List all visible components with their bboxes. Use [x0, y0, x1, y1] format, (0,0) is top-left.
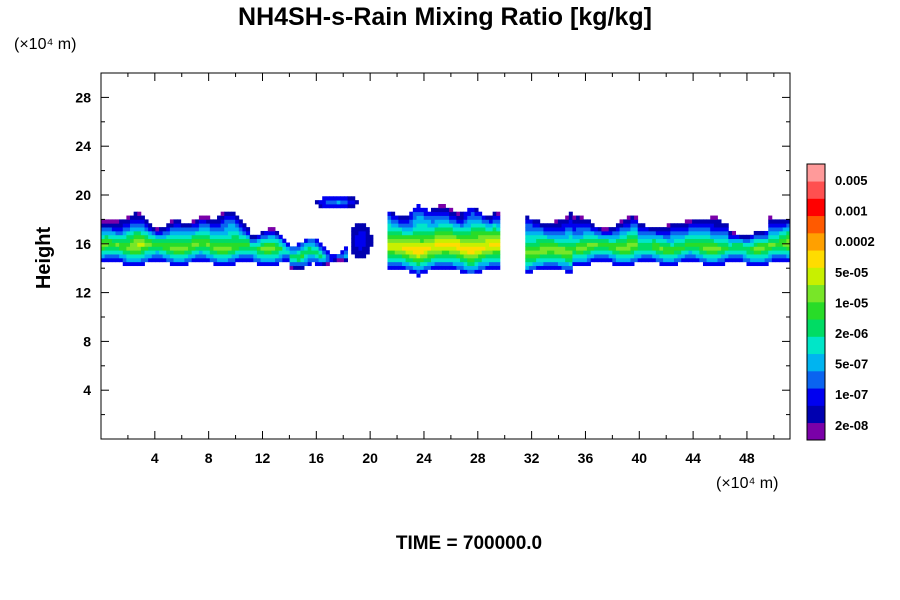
y-axis-label: Height: [33, 227, 55, 290]
colorbar-label: 2e-08: [835, 418, 868, 433]
colorbar-label: 0.0002: [835, 234, 875, 249]
colorbar-swatch: [807, 388, 825, 406]
chart-title: NH4SH-s-Rain Mixing Ratio [kg/kg]: [238, 3, 652, 31]
y-axis: 4 8 12 16 20 24 28: [75, 89, 790, 416]
colorbar-swatch: [807, 233, 825, 251]
x-tick-label: 28: [470, 450, 486, 466]
colorbar-swatch: [807, 319, 825, 337]
colorbar-swatch: [807, 336, 825, 355]
colorbar-swatch: [807, 215, 825, 234]
mixing-ratio-field: [101, 196, 791, 278]
colorbar-swatch: [807, 164, 825, 182]
colorbar-swatch: [807, 250, 825, 268]
y-tick-label: 24: [75, 138, 91, 154]
y-axis-unit: (×10⁴ m): [14, 36, 76, 53]
colorbar-label: 1e-05: [835, 295, 868, 310]
colorbar-label: 2e-06: [835, 326, 868, 341]
x-tick-label: 4: [151, 450, 159, 466]
y-tick-label: 20: [75, 187, 91, 203]
y-tick-label: 16: [75, 236, 91, 252]
colorbar-swatch: [807, 267, 825, 286]
colorbar-label: 5e-07: [835, 357, 868, 372]
colorbar-swatch: [807, 284, 825, 303]
y-tick-label: 28: [75, 89, 91, 105]
colorbar-swatch: [807, 181, 825, 199]
colorbar-swatch: [807, 405, 825, 424]
x-tick-label: 48: [739, 450, 755, 466]
plot-frame: [100, 72, 791, 440]
colorbar-swatch: [807, 422, 825, 441]
y-tick-label: 4: [83, 382, 91, 398]
x-tick-label: 20: [362, 450, 378, 466]
x-tick-label: 24: [416, 450, 432, 466]
colorbar-label: 0.001: [835, 204, 868, 219]
x-axis: 4 8 12 16 20 24 28 32 36 40 44 48: [127, 73, 775, 466]
x-tick-label: 32: [524, 450, 540, 466]
y-tick-label: 12: [75, 285, 91, 301]
colorbar-swatch: [807, 302, 825, 320]
colorbar-swatch: [807, 353, 825, 372]
x-tick-label: 40: [631, 450, 647, 466]
colorbar-label: 1e-07: [835, 387, 868, 402]
y-tick-label: 8: [83, 333, 91, 349]
x-tick-label: 44: [685, 450, 701, 466]
x-axis-unit: (×10⁴ m): [716, 475, 778, 492]
x-tick-label: 36: [578, 450, 594, 466]
time-label: TIME = 700000.0: [396, 533, 542, 554]
colorbar-label: 5e-05: [835, 265, 868, 280]
colorbar-swatch: [807, 198, 825, 217]
colorbar-frame: [806, 163, 826, 441]
x-tick-label: 16: [309, 450, 325, 466]
x-tick-label: 12: [255, 450, 271, 466]
x-tick-label: 8: [205, 450, 213, 466]
colorbar: 0.005 0.001 0.0002 5e-05 1e-05 2e-06 5e-07 1e-0…: [806, 163, 875, 441]
colorbar-swatch: [807, 371, 825, 389]
colorbar-label: 0.005: [835, 173, 868, 188]
